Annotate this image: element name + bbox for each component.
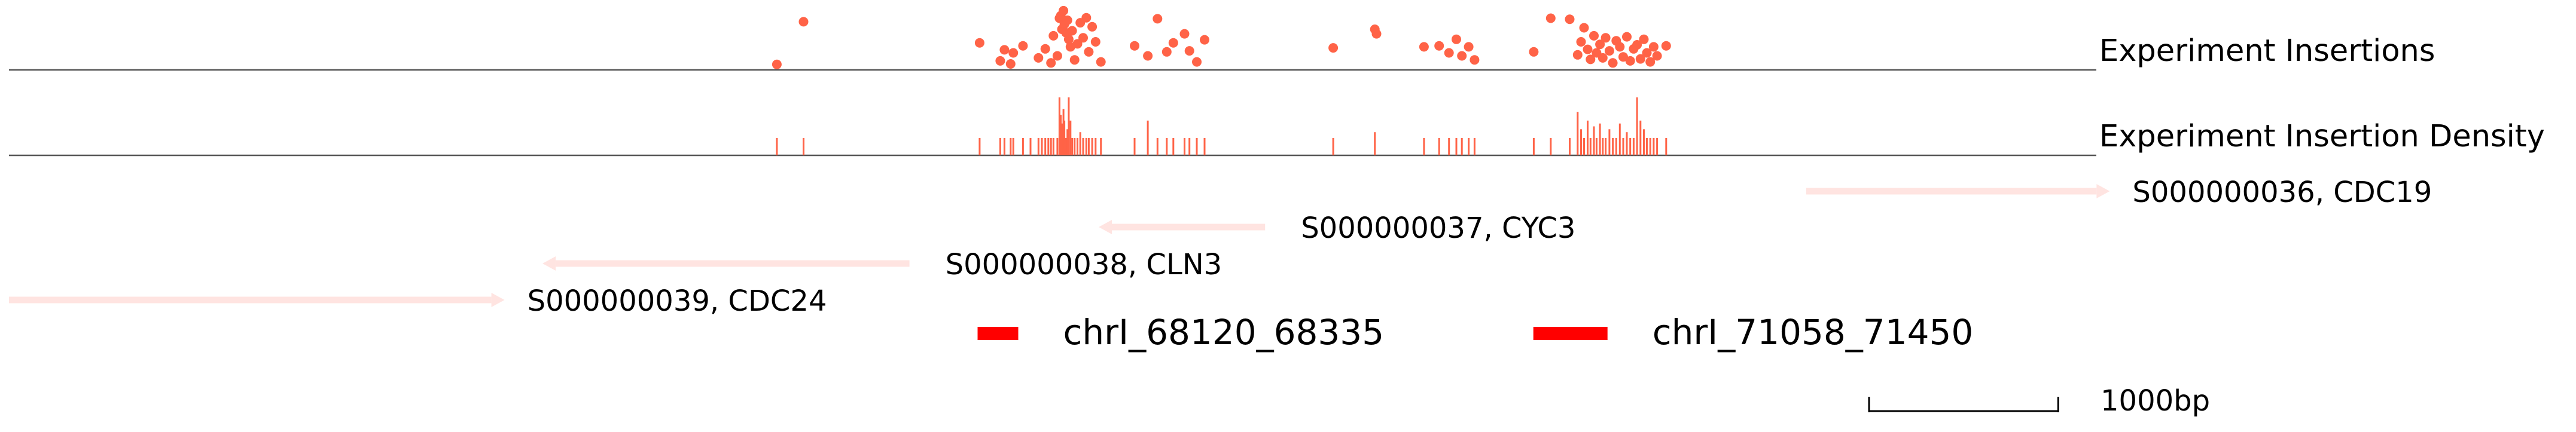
insertion-point xyxy=(974,38,984,48)
insertion-point xyxy=(1072,39,1083,49)
insertion-point xyxy=(1062,15,1072,25)
insertion-point xyxy=(1419,42,1429,52)
insertion-point xyxy=(1130,41,1139,51)
gene-cdc19-arrow xyxy=(2096,184,2110,198)
track-labels: Experiment Insertions Experiment Inserti… xyxy=(2099,33,2545,154)
insertion-point xyxy=(999,45,1010,55)
insertion-point xyxy=(1063,34,1074,44)
insertion-point xyxy=(1059,5,1069,16)
feature-2-bar xyxy=(1533,327,1608,340)
insertion-point xyxy=(1642,48,1652,58)
insertion-point xyxy=(1018,41,1028,51)
insertion-point xyxy=(1078,33,1088,43)
gene-cyc3-label: S000000037, CYC3 xyxy=(1301,212,1575,245)
insertion-point xyxy=(1625,56,1635,66)
insertion-point xyxy=(1648,42,1659,52)
gene-annotations: S000000036, CDC19 S000000037, CYC3 S000000… xyxy=(9,176,2432,318)
insertion-point xyxy=(1598,53,1608,63)
insertion-point xyxy=(1096,57,1106,67)
insertion-point xyxy=(1371,29,1382,39)
insertion-point xyxy=(1090,37,1100,47)
insertion-point xyxy=(1328,43,1339,53)
feature-annotations: chrI_68120_68335 chrI_71058_71450 xyxy=(977,312,1974,353)
insertion-point xyxy=(1048,30,1059,41)
insertion-point xyxy=(1179,29,1190,39)
insertion-point xyxy=(1008,48,1019,58)
insertion-point xyxy=(1084,47,1094,57)
insertion-point xyxy=(1005,59,1016,69)
insertion-point xyxy=(1168,38,1178,48)
insertion-point xyxy=(1067,26,1077,36)
insertion-point xyxy=(1572,50,1583,60)
insertion-point xyxy=(1470,55,1480,65)
track-label-density: Experiment Insertion Density xyxy=(2099,119,2545,154)
gene-cln3-arrow xyxy=(542,256,556,271)
feature-1-label: chrI_68120_68335 xyxy=(1063,312,1385,353)
insertion-point xyxy=(1579,23,1589,33)
insertion-point xyxy=(1565,14,1575,24)
insertion-point xyxy=(1601,33,1611,43)
scale-bar-label: 1000bp xyxy=(2101,384,2210,418)
insertion-point xyxy=(1589,30,1599,41)
insertion-point xyxy=(1608,58,1618,68)
gene-cdc19-label: S000000036, CDC19 xyxy=(2132,176,2432,209)
insertion-point xyxy=(798,17,809,27)
scale-bar: 1000bp xyxy=(1868,384,2210,418)
insertion-point xyxy=(995,56,1005,66)
insertion-point xyxy=(1618,52,1628,62)
insertion-point xyxy=(1143,51,1153,61)
insertion-point xyxy=(1632,40,1642,50)
insertion-point xyxy=(1661,41,1671,51)
gene-cdc24-label: S000000039, CDC24 xyxy=(528,284,827,318)
insertion-point xyxy=(1604,46,1614,56)
insertion-point xyxy=(1069,55,1080,65)
insertion-point xyxy=(1200,35,1209,45)
insertion-point xyxy=(1639,34,1649,44)
insertion-point xyxy=(772,59,782,69)
insertion-point xyxy=(1081,13,1092,23)
gene-cyc3-arrow xyxy=(1099,220,1112,234)
insertion-point xyxy=(1452,34,1461,44)
insertion-point xyxy=(1434,41,1444,51)
insertion-point xyxy=(1192,57,1202,67)
insertion-point xyxy=(1162,47,1172,57)
insertion-point xyxy=(1652,51,1662,61)
insertion-point xyxy=(1635,54,1645,64)
feature-2-label: chrI_71058_71450 xyxy=(1653,312,1974,353)
feature-1-bar xyxy=(977,327,1019,340)
insertion-point xyxy=(1040,44,1050,54)
insertion-point xyxy=(1583,44,1593,54)
gene-cdc24-arrow xyxy=(491,293,505,307)
insertion-point xyxy=(1034,53,1044,63)
insertion-points xyxy=(772,5,1671,69)
insertion-point xyxy=(1153,14,1163,24)
insertion-point xyxy=(1529,47,1539,57)
insertion-point xyxy=(1595,39,1605,50)
insertion-point xyxy=(1052,51,1062,61)
insertion-density-ticks xyxy=(776,97,1667,155)
insertion-point xyxy=(1184,46,1194,56)
track-label-insertions: Experiment Insertions xyxy=(2099,33,2435,69)
insertion-point xyxy=(1444,48,1454,58)
insertion-point xyxy=(1464,42,1474,52)
insertion-point xyxy=(1645,57,1656,67)
insertion-point xyxy=(1545,13,1556,23)
gene-cln3-label: S000000038, CLN3 xyxy=(946,248,1223,281)
insertion-point xyxy=(1586,54,1596,65)
insertion-point xyxy=(1457,51,1467,61)
insertion-point xyxy=(1615,42,1625,52)
insertion-point xyxy=(1576,37,1586,47)
insertion-point xyxy=(1087,22,1098,32)
insertion-point xyxy=(1046,58,1056,68)
insertion-point xyxy=(1622,32,1632,42)
